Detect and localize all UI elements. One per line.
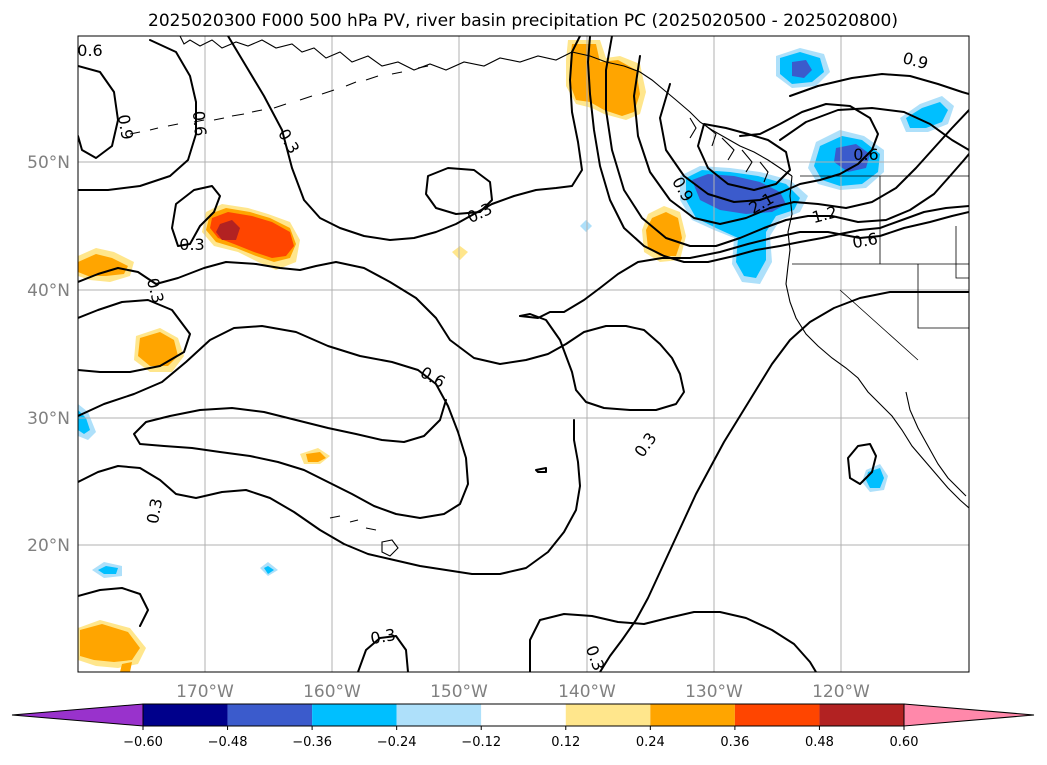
contour-0.3-long-east: [599, 291, 969, 672]
aleutian-islands: [129, 65, 429, 135]
neg-patch-small-140w: [580, 220, 592, 232]
positive-shading: [78, 40, 686, 672]
colorbar-tick-label: 0.24: [636, 735, 665, 750]
contour-label: 0.6: [189, 110, 210, 137]
alaska-coast: [179, 36, 573, 71]
contour-0.3-large: [227, 36, 583, 241]
lat-label: 30°N: [27, 409, 70, 429]
contour-0.3-coastal: [587, 36, 969, 263]
neg-patch-west-edge-mid: [78, 410, 90, 434]
pos-patch-small-150w: [452, 246, 468, 260]
colorbar: −0.60 −0.48 −0.36 −0.24 −0.12 0.12 0.24 0.36 0.4…: [11, 703, 1035, 750]
neg-patch-interior-strong: [834, 144, 870, 172]
lat-label: 20°N: [27, 536, 70, 556]
longitude-labels: 170°W 160°W 150°W 140°W 130°W 120°W: [176, 682, 870, 702]
colorbar-tick-label: −0.36: [292, 735, 332, 750]
lon-label: 140°W: [558, 682, 616, 702]
colorbar-segment: [481, 704, 566, 726]
colorbar-tick-label: −0.60: [123, 735, 163, 750]
neg-patch-bc-north-strong: [792, 60, 812, 78]
contour-label: 0.3: [179, 235, 204, 254]
colorbar-segment: [565, 704, 651, 726]
contour-0.6-coastal: [519, 211, 969, 319]
contour-label: 0.3: [369, 625, 397, 648]
baja-california: [905, 391, 967, 497]
pos-patch-midwest-core: [138, 332, 178, 366]
alaska-panhandle: [571, 51, 793, 177]
colorbar-tick-label: 0.36: [720, 735, 749, 750]
latitude-labels: 50°N 40°N 30°N 20°N: [27, 153, 70, 556]
map-panel: 0.6 0.9 0.6 0.3 0.3 0.3 0.3 0.9 2.1 1.2 …: [77, 35, 970, 673]
lon-label: 130°W: [685, 682, 743, 702]
map-frame: [77, 35, 970, 673]
lon-label: 120°W: [812, 682, 870, 702]
colorbar-tick-label: −0.24: [377, 735, 417, 750]
contour-label: 0.3: [143, 497, 166, 525]
contour-label: 0.6: [851, 229, 879, 252]
colorbar-ticks: −0.60 −0.48 −0.36 −0.24 −0.12 0.12 0.24 0.36 0.4…: [123, 726, 918, 750]
lon-label: 150°W: [430, 682, 488, 702]
contour-0.3-bottom-loop: [357, 635, 409, 672]
colorbar-segment: [143, 704, 228, 726]
colorbar-extend-high: [903, 703, 1035, 727]
colorbar-tick-label: −0.12: [461, 735, 501, 750]
pos-patch-southwest-sliver: [120, 662, 132, 672]
contour-0.3-lower-left: [78, 587, 149, 627]
colorbar-extend-low: [11, 703, 144, 727]
pos-patch-west-edge-core: [78, 254, 128, 276]
contour-2.1-core: [697, 123, 791, 191]
contour-0.9-north: [789, 73, 969, 97]
neg-patch-small-165w-mid: [264, 566, 274, 574]
contour-high-core: [659, 83, 879, 203]
contour-0.3-small-ring: [425, 167, 493, 215]
colorbar-segment: [819, 704, 904, 726]
neg-patch-northeast-mid: [906, 102, 948, 128]
contour-0.3-west: [78, 261, 685, 411]
colorbar-segment: [734, 704, 820, 726]
neg-patch-hawaii-west-mid: [98, 566, 118, 574]
contour-label: 0.6: [77, 41, 102, 60]
colorbar-tick-label: 0.12: [551, 735, 580, 750]
colorbar-tick-label: −0.48: [208, 735, 248, 750]
pos-patch-southwest-core: [80, 624, 140, 662]
us-west-coast: [785, 175, 969, 509]
contour-1.2-jet: [633, 55, 969, 225]
contour-label: 0.9: [114, 113, 137, 141]
pos-patch-aleutian-south-max: [216, 220, 240, 240]
contour-0.6-aleutian: [78, 39, 197, 191]
bc-islands: [689, 117, 769, 183]
contour-0.3-mexico-ring: [847, 443, 877, 485]
contour-0.3-aleutian-ring: [171, 185, 221, 247]
pos-patch-small-163w-core: [306, 452, 326, 462]
colorbar-segment: [396, 704, 482, 726]
contour-label: 0.6: [853, 145, 878, 164]
colorbar-segments: [11, 703, 1035, 727]
colorbar-segment: [650, 704, 735, 726]
pv-contours: [78, 36, 969, 672]
contour-0.6-northwest: [78, 65, 119, 159]
contour-0.6-west: [78, 299, 191, 373]
gridlines: [78, 36, 969, 672]
neg-patch-coast-strong: [692, 174, 786, 214]
contour-0.3-south: [78, 419, 581, 575]
lon-label: 170°W: [176, 682, 234, 702]
contour-0.3-small-south: [535, 467, 547, 473]
colorbar-segment: [227, 704, 313, 726]
precip-shading: [78, 40, 954, 672]
contour-0.3-south-loop: [529, 611, 817, 672]
lat-label: 40°N: [27, 281, 70, 301]
lon-label: 160°W: [303, 682, 361, 702]
lat-label: 50°N: [27, 153, 70, 173]
figure-title: 2025020300 F000 500 hPa PV, river basin …: [148, 11, 898, 31]
colorbar-tick-label: 0.60: [890, 735, 919, 750]
colorbar-segment: [312, 704, 397, 726]
pos-patch-offshore-core: [646, 212, 682, 256]
contour-0.6-north: [779, 107, 969, 151]
hawaii-islands: [329, 515, 399, 557]
colorbar-tick-label: 0.48: [805, 735, 834, 750]
contour-0.9-jet: [605, 36, 969, 247]
colorbar-outline: [142, 703, 905, 727]
contour-0.6-central: [78, 325, 469, 519]
